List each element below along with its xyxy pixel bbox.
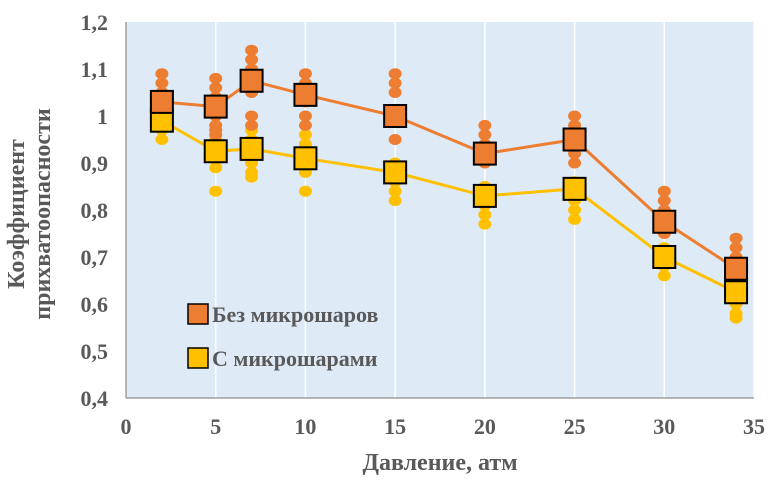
sample-point-series-2 [388, 185, 402, 197]
mean-marker-series-2 [239, 136, 264, 161]
x-tick-label: 10 [294, 414, 316, 439]
sample-point-series-1 [657, 195, 671, 207]
sample-point-series-1 [388, 134, 402, 145]
sample-point-series-1 [209, 82, 223, 94]
sample-point-series-2 [298, 129, 312, 141]
sample-point-series-1 [388, 68, 402, 80]
x-tick-label: 20 [474, 414, 496, 439]
sample-point-series-2 [657, 270, 671, 282]
sample-point-series-2 [155, 134, 169, 145]
series-layer [149, 44, 749, 324]
sample-point-series-2 [245, 171, 259, 183]
sample-point-series-2 [298, 185, 312, 197]
mean-marker-series-1 [149, 89, 174, 114]
y-tick-label: 0,9 [81, 151, 109, 176]
y-tick-label: 1 [97, 104, 108, 129]
sample-point-series-2 [388, 195, 402, 207]
sample-point-series-1 [478, 129, 492, 141]
sample-point-series-1 [388, 77, 402, 89]
legend-swatch-series-2 [187, 347, 209, 369]
y-tick-label: 1,2 [81, 10, 109, 35]
sample-point-series-1 [657, 185, 671, 197]
y-tick-label: 0,6 [81, 292, 109, 317]
x-tick-label: 25 [564, 414, 586, 439]
sample-point-series-2 [478, 218, 492, 230]
y-axis-title-line-1: Коэффициент [4, 139, 30, 289]
x-tick-label: 0 [121, 414, 132, 439]
mean-marker-series-1 [724, 256, 749, 281]
y-tick-label: 0,7 [81, 245, 109, 270]
sample-point-series-1 [298, 110, 312, 122]
sample-point-series-1 [568, 157, 582, 169]
mean-marker-series-1 [203, 94, 228, 119]
sample-point-series-2 [478, 209, 492, 221]
sample-point-series-2 [729, 312, 743, 324]
mean-marker-series-2 [652, 245, 677, 269]
legend-swatch-series-1 [187, 303, 209, 325]
x-tick-label: 30 [653, 414, 675, 439]
sample-point-series-1 [729, 232, 743, 244]
axes: 0 5 10 15 20 25 30 35 0,4 0,5 0,6 0,7 0,8 0,9 1 1,1 1,2 [81, 10, 766, 439]
y-axis-title-line-2: прихватоопасности [30, 108, 56, 320]
sample-point-series-1 [478, 119, 492, 131]
x-tick-label: 5 [210, 414, 221, 439]
sample-point-series-1 [209, 129, 223, 141]
x-tick-label: 35 [743, 414, 765, 439]
sample-point-series-1 [245, 44, 259, 56]
sample-point-series-1 [155, 68, 169, 80]
sample-point-series-1 [245, 119, 259, 131]
mean-marker-series-2 [383, 160, 408, 185]
mean-marker-series-2 [724, 280, 749, 305]
mean-marker-series-2 [203, 139, 228, 164]
y-tick-label: 1,1 [81, 57, 109, 82]
mean-marker-series-2 [562, 176, 587, 201]
legend-label-series-2: С микрошарами [212, 346, 378, 371]
mean-marker-series-1 [239, 68, 264, 93]
sample-point-series-2 [209, 162, 223, 174]
mean-marker-series-2 [293, 146, 318, 171]
sample-point-series-1 [568, 110, 582, 122]
mean-marker-series-1 [562, 127, 587, 152]
mean-marker-series-2 [472, 183, 497, 208]
sample-point-series-1 [155, 77, 169, 89]
legend: Без микрошаров С микрошарами [187, 302, 378, 371]
sample-point-series-1 [245, 54, 259, 66]
y-tick-label: 0,5 [81, 339, 109, 364]
sample-point-series-2 [568, 204, 582, 216]
sample-point-series-2 [209, 185, 223, 197]
sample-point-series-2 [568, 213, 582, 225]
mean-marker-series-1 [383, 104, 408, 128]
sample-point-series-1 [245, 110, 259, 122]
x-tick-label: 15 [384, 414, 406, 439]
sample-point-series-1 [298, 119, 312, 131]
y-tick-label: 0,8 [81, 198, 109, 223]
x-axis-title: Давление, атм [362, 450, 517, 476]
mean-marker-series-1 [652, 209, 677, 234]
y-tick-label: 0,4 [81, 386, 109, 411]
sample-point-series-1 [729, 242, 743, 254]
sample-point-series-1 [298, 68, 312, 80]
legend-label-series-1: Без микрошаров [212, 302, 378, 327]
sample-point-series-1 [388, 87, 402, 98]
mean-marker-series-1 [293, 82, 318, 107]
sample-point-series-1 [209, 72, 223, 84]
mean-marker-series-1 [472, 141, 497, 166]
